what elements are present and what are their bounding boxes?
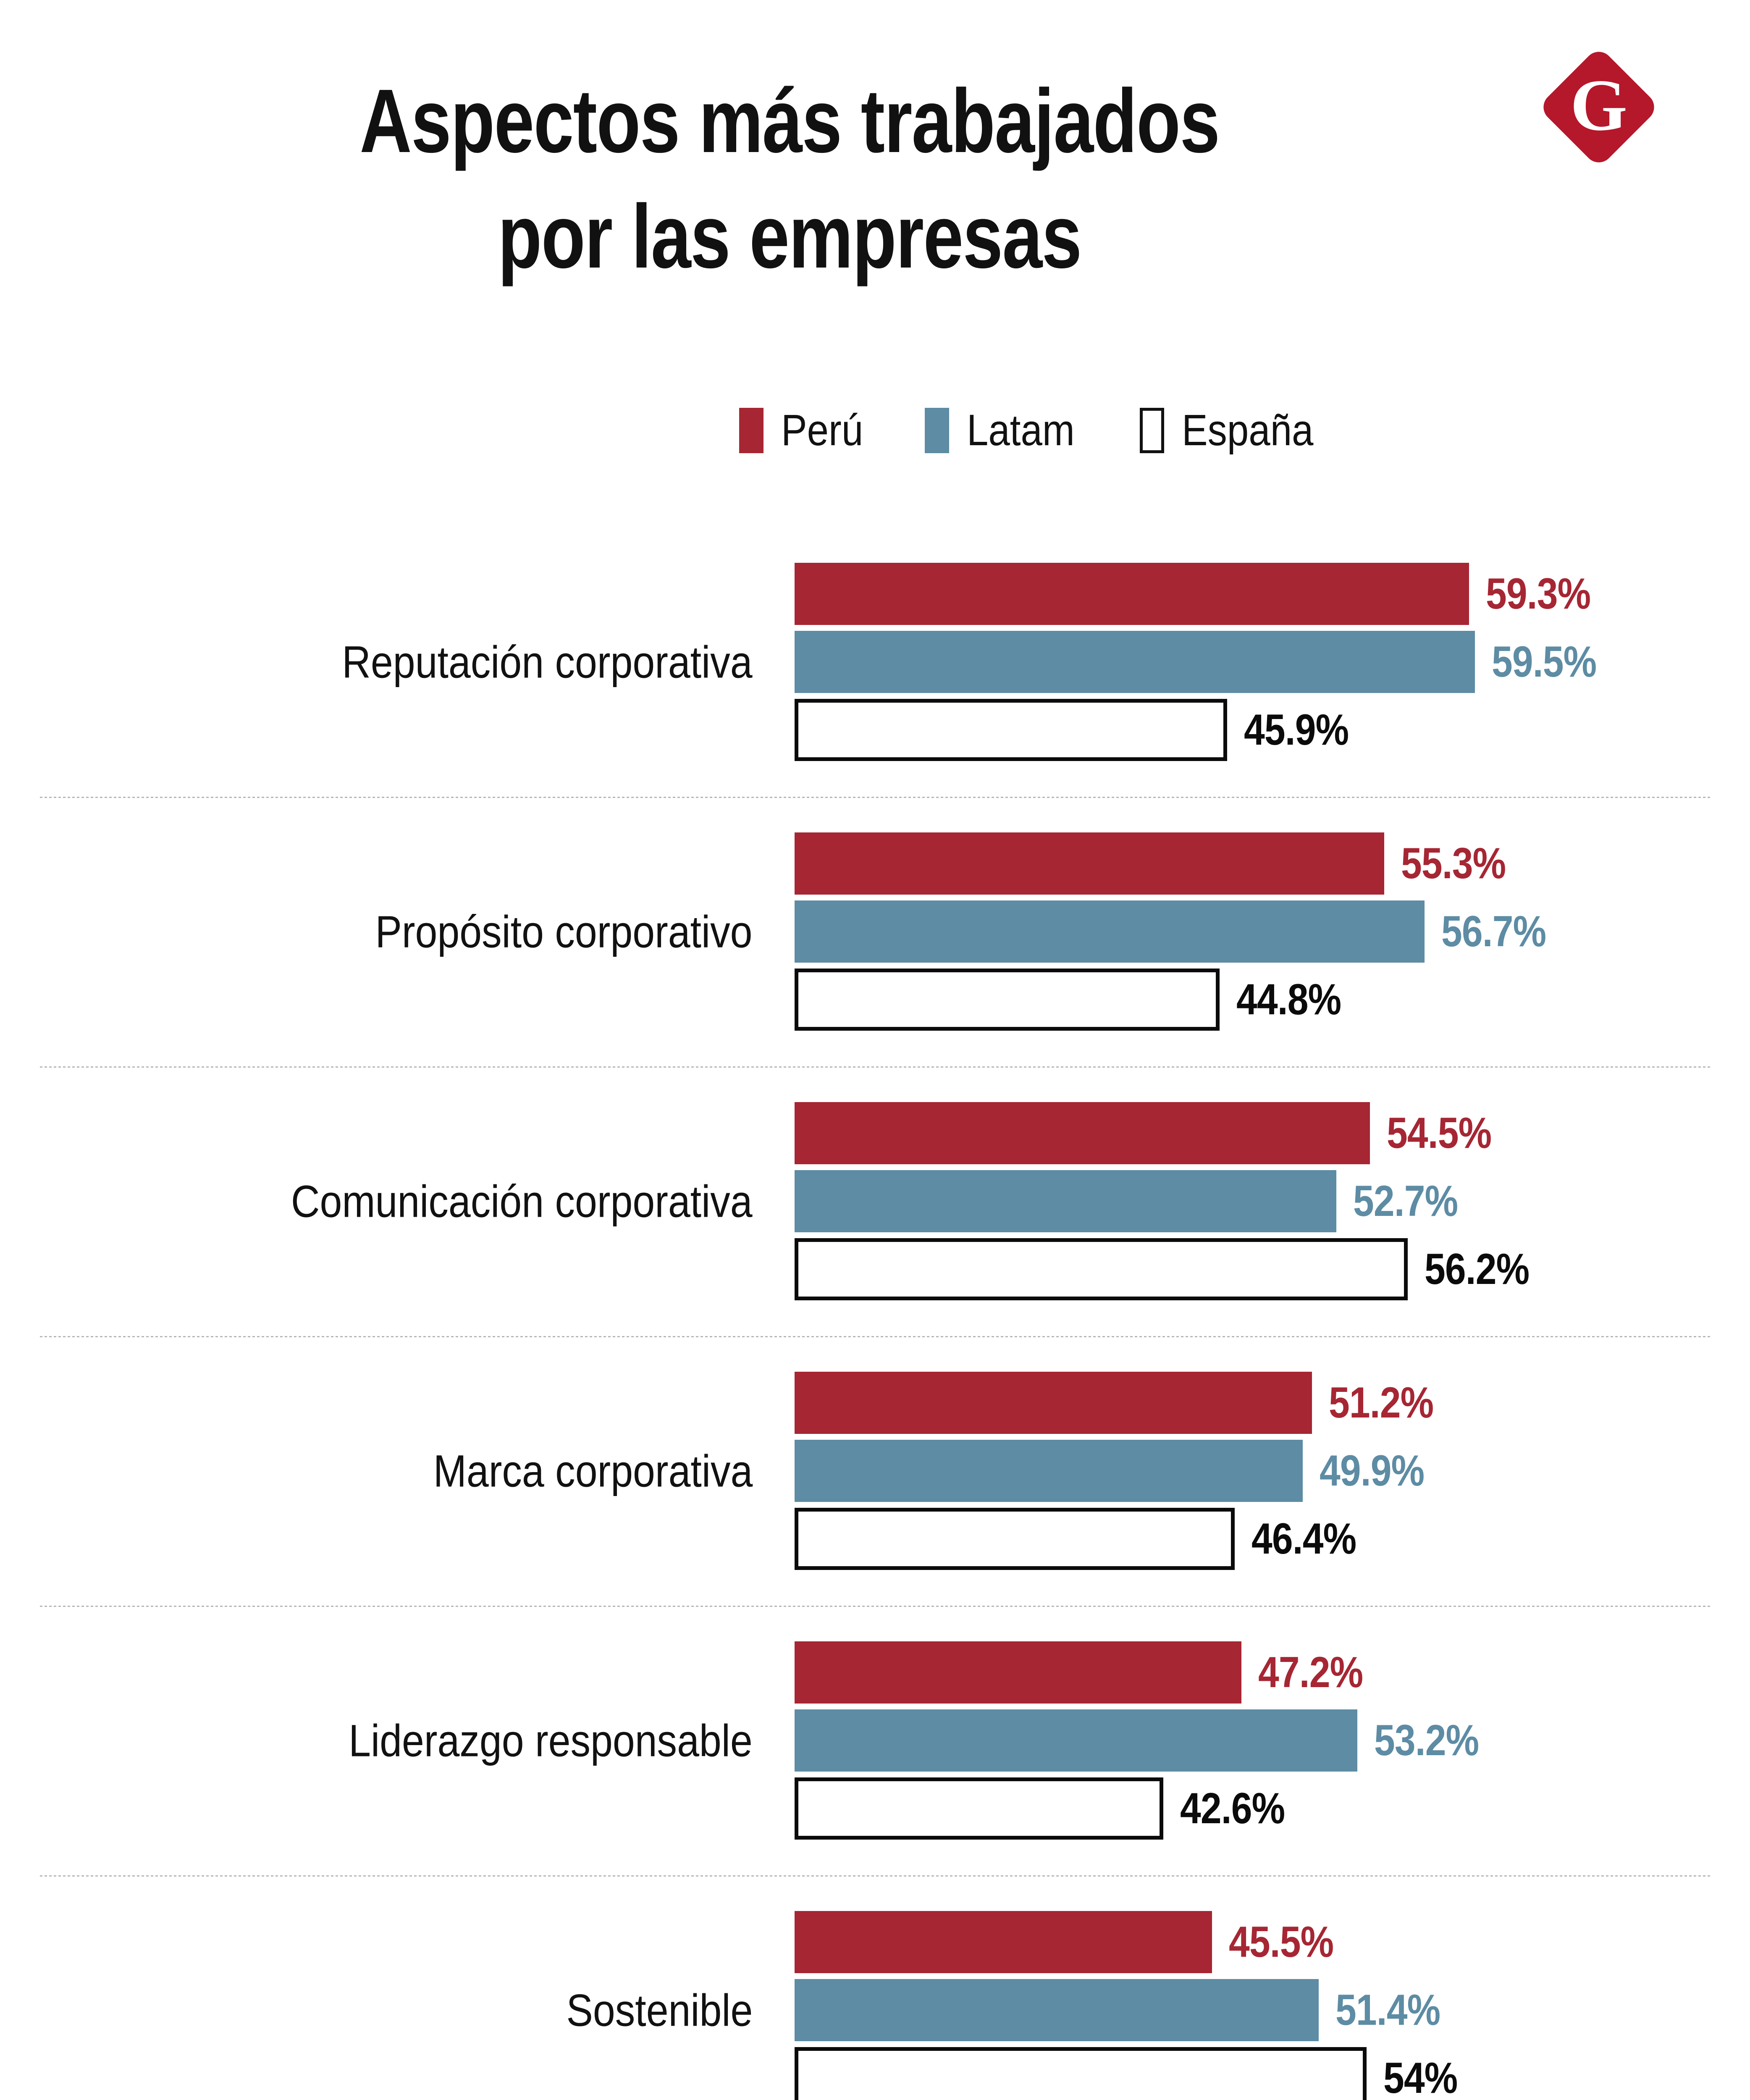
bar-latam: [795, 1709, 1357, 1772]
bar-value-label: 51.4%: [1335, 1986, 1440, 2034]
bar-value-label: 45.5%: [1229, 1918, 1334, 1966]
bar-group: 47.2% 53.2% 42.6%: [795, 1641, 1719, 1840]
bar-row: 46.4%: [795, 1508, 1719, 1570]
chart-group: Marca corporativa 51.2% 49.9% 46.4%: [0, 1336, 1750, 1606]
category-label: Propósito corporativo: [375, 906, 753, 957]
header: Aspectos más trabajados por las empresas…: [0, 0, 1750, 378]
bar-value-label: 42.6%: [1180, 1784, 1285, 1833]
bar-value-label: 59.5%: [1492, 638, 1597, 686]
page-title: Aspectos más trabajados por las empresas: [286, 63, 1293, 294]
chart-group: Liderazgo responsable 47.2% 53.2% 42.6%: [0, 1606, 1750, 1875]
legend-item: Perú: [739, 405, 874, 456]
bar-row: 44.8%: [795, 969, 1719, 1031]
legend-label: España: [1181, 406, 1314, 455]
bar-peru: [795, 563, 1469, 625]
bar-value-label: 55.3%: [1401, 839, 1506, 888]
bar-group: 45.5% 51.4% 54%: [795, 1911, 1719, 2100]
bar-group: 54.5% 52.7% 56.2%: [795, 1102, 1719, 1300]
group-divider: [40, 1875, 1710, 1877]
bar-row: 56.7%: [795, 900, 1719, 963]
bar-value-label: 44.8%: [1236, 975, 1341, 1024]
bar-value-label: 49.9%: [1320, 1446, 1425, 1495]
group-divider: [40, 1336, 1710, 1337]
bar-value-label: 45.9%: [1244, 706, 1349, 754]
bar-row: 45.9%: [795, 699, 1719, 761]
chart-group: Propósito corporativo 55.3% 56.7% 44.8%: [0, 797, 1750, 1066]
bar-value-label: 54.5%: [1387, 1109, 1492, 1158]
bar-row: 54.5%: [795, 1102, 1719, 1164]
bar-latam: [795, 1979, 1319, 2041]
bar-row: 51.4%: [795, 1979, 1719, 2041]
bar-espana: [795, 1508, 1235, 1570]
chart-group: Reputación corporativa 59.3% 59.5% 45.9%: [0, 527, 1750, 797]
legend-swatch-icon: [924, 408, 949, 453]
category-label: Sostenible: [566, 1984, 753, 2036]
group-divider: [40, 1606, 1710, 1607]
bar-value-label: 54%: [1383, 2054, 1458, 2100]
bar-value-label: 59.3%: [1486, 570, 1591, 618]
bar-row: 45.5%: [795, 1911, 1719, 1973]
category-label: Comunicación corporativa: [291, 1176, 753, 1227]
bar-row: 59.5%: [795, 631, 1719, 693]
bar-espana: [795, 969, 1220, 1031]
legend-label: Perú: [781, 406, 863, 455]
bar-peru: [795, 1372, 1312, 1434]
bar-value-label: 53.2%: [1374, 1716, 1479, 1765]
bar-row: 56.2%: [795, 1238, 1719, 1300]
logo-letter-g: G: [1570, 64, 1628, 146]
bar-latam: [795, 1170, 1336, 1232]
bar-group: 59.3% 59.5% 45.9%: [795, 563, 1719, 761]
bar-row: 53.2%: [795, 1709, 1719, 1772]
page-title-line-1: Aspectos más trabajados: [359, 70, 1220, 171]
bar-row: 47.2%: [795, 1641, 1719, 1704]
bar-value-label: 46.4%: [1251, 1515, 1356, 1563]
bar-latam: [795, 1440, 1303, 1502]
bar-peru: [795, 1911, 1212, 1973]
chart-group: Sostenible 45.5% 51.4% 54%: [0, 1875, 1750, 2100]
bar-row: 42.6%: [795, 1777, 1719, 1840]
legend-swatch-icon: [739, 408, 763, 453]
group-divider: [40, 797, 1710, 798]
bar-peru: [795, 832, 1384, 895]
legend-item: Latam: [924, 405, 1089, 456]
bar-value-label: 56.2%: [1425, 1245, 1530, 1294]
group-divider: [40, 1066, 1710, 1068]
legend-swatch-icon: [1139, 408, 1164, 453]
legend-label: Latam: [966, 406, 1075, 455]
chart-group: Comunicación corporativa 54.5% 52.7% 56.2%: [0, 1066, 1750, 1336]
gestion-logo: G: [1537, 46, 1660, 168]
bar-row: 49.9%: [795, 1440, 1719, 1502]
bar-espana: [795, 1238, 1408, 1300]
bar-value-label: 51.2%: [1329, 1378, 1434, 1427]
bar-row: 52.7%: [795, 1170, 1719, 1232]
bar-row: 59.3%: [795, 563, 1719, 625]
bar-value-label: 56.7%: [1441, 907, 1546, 956]
category-label: Marca corporativa: [433, 1445, 753, 1496]
category-label: Reputación corporativa: [342, 636, 753, 688]
bar-peru: [795, 1102, 1370, 1164]
bar-row: 55.3%: [795, 832, 1719, 895]
bar-espana: [795, 1777, 1163, 1840]
bar-group: 51.2% 49.9% 46.4%: [795, 1372, 1719, 1570]
bar-value-label: 52.7%: [1353, 1177, 1458, 1226]
category-label: Liderazgo responsable: [349, 1715, 753, 1766]
bar-latam: [795, 631, 1475, 693]
bar-espana: [795, 2047, 1367, 2100]
legend-item: España: [1139, 405, 1331, 456]
page-title-line-2: por las empresas: [498, 186, 1082, 287]
bar-chart: Reputación corporativa 59.3% 59.5% 45.9% Pro…: [0, 527, 1750, 2100]
chart-legend: Perú Latam España: [739, 403, 1331, 458]
bar-latam: [795, 900, 1425, 963]
bar-peru: [795, 1641, 1241, 1704]
bar-group: 55.3% 56.7% 44.8%: [795, 832, 1719, 1031]
bar-value-label: 47.2%: [1258, 1648, 1363, 1697]
bar-row: 54%: [795, 2047, 1719, 2100]
bar-espana: [795, 699, 1227, 761]
bar-row: 51.2%: [795, 1372, 1719, 1434]
